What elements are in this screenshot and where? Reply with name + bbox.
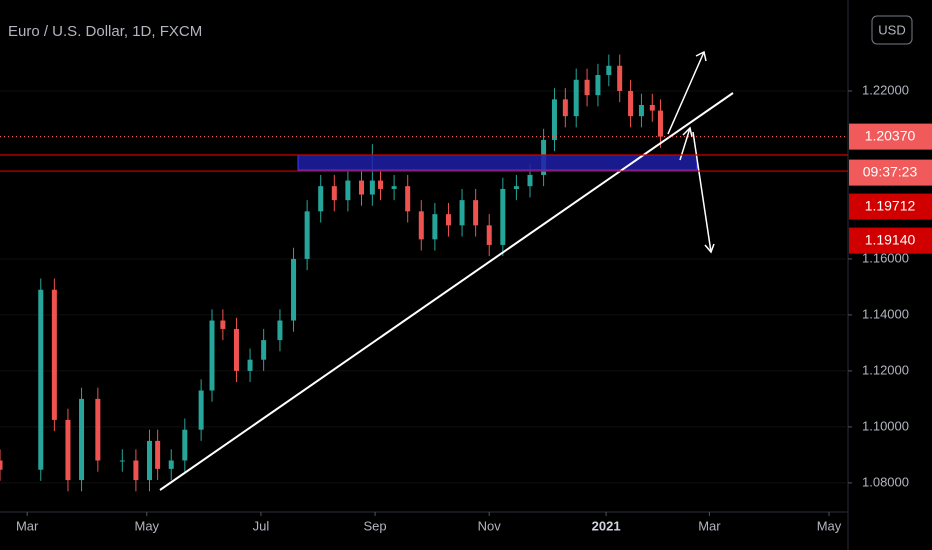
candle-body [649,104,655,111]
candle-body [527,174,533,187]
candle-body [318,186,324,212]
candle-body [445,214,451,226]
candle-body [459,200,465,226]
candle-body [51,289,57,420]
x-tick-label: May [134,518,159,533]
candle-body [119,460,125,462]
price-label: 1.19140 [865,231,916,247]
price-label-box [849,227,932,254]
price-label-box [849,159,932,186]
candle-body [358,180,364,195]
x-tick-label: Mar [16,518,39,533]
candle-body [513,186,519,189]
arrow-up [667,51,705,135]
y-tick-label: 1.22000 [862,82,909,97]
x-tick-label: 2021 [592,518,621,533]
candle-body [38,289,44,470]
candle-body [345,180,351,201]
y-tick-label: 1.16000 [862,250,909,265]
candle-body [584,79,590,96]
trendline [159,92,734,491]
candle-body [146,440,152,481]
price-label: 1.19712 [865,197,916,213]
price-label-box [849,123,932,150]
candle-body [378,180,384,189]
arrow-down [692,131,712,253]
candle-body [79,398,85,481]
candle-body [261,340,267,360]
candle-body [617,65,623,91]
candle-body [551,99,557,140]
candle-body [500,188,506,245]
candle-body [209,320,215,391]
price-label-box [849,193,932,220]
candle-body [657,110,663,137]
price-label: 09:37:23 [863,163,918,179]
candle-body [638,104,644,117]
currency-button[interactable] [871,15,913,45]
y-tick-label: 1.12000 [862,362,909,377]
y-tick-label: 1.08000 [862,474,909,489]
candle-body [473,200,479,226]
candle-body [247,359,253,371]
candle-body [277,320,283,341]
currency-label: USD [878,22,905,37]
y-tick-label: 1.14000 [862,306,909,321]
candle-body [168,460,174,469]
candle-body [198,390,204,430]
candle-body [573,79,579,117]
candle-body [562,99,568,117]
candle-body [182,429,188,461]
candle-body [0,460,3,470]
candle-body [391,186,397,189]
x-tick-label: Jul [253,518,270,533]
x-tick-label: Nov [478,518,502,533]
candle-body [233,328,239,371]
candle-body [418,211,424,240]
arrow-head [695,50,707,62]
candle-body [628,90,634,117]
zone [297,154,698,171]
candle-body [432,214,438,240]
x-tick-label: Mar [698,518,721,533]
candle-body [606,65,612,76]
candle-body [133,460,139,481]
candle-body [95,398,101,461]
y-tick-label: 1.10000 [862,418,909,433]
arrow-head [682,126,693,138]
x-tick-label: May [817,518,842,533]
chart-title: Euro / U.S. Dollar, 1D, FXCM [8,23,202,40]
candle-body [220,320,226,329]
candle-body [304,211,310,259]
candle-body [369,180,375,195]
candle-body [486,225,492,245]
price-label: 1.20370 [865,127,916,143]
arrow-head [704,243,715,254]
plot [0,54,848,492]
candle-body [595,75,601,96]
candle-body [291,258,297,321]
candle-body [155,440,161,469]
x-tick-label: Sep [364,518,387,533]
candle-body [65,419,71,481]
candle-body [405,186,411,212]
candle-body [331,186,337,201]
